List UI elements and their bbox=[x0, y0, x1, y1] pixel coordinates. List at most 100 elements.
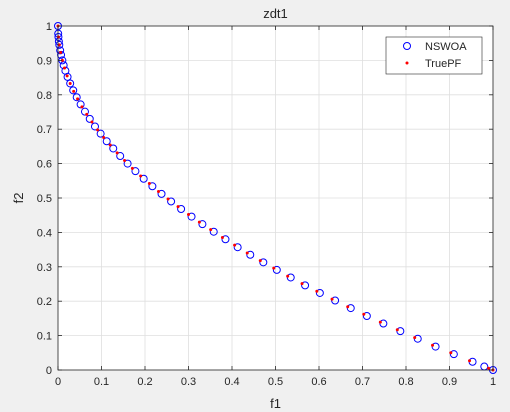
truepf-point bbox=[68, 81, 72, 85]
truepf-point bbox=[362, 312, 366, 316]
truepf-point bbox=[166, 197, 170, 201]
nswoa-point bbox=[96, 129, 105, 138]
y-tick-label: 0.8 bbox=[37, 90, 52, 102]
nswoa-point bbox=[139, 174, 148, 183]
truepf-point bbox=[123, 159, 127, 163]
truepf-point bbox=[108, 143, 112, 147]
truepf-point bbox=[233, 243, 237, 247]
nswoa-point bbox=[116, 152, 125, 161]
nswoa-point bbox=[69, 86, 78, 95]
nswoa-point bbox=[54, 33, 63, 42]
truepf-point bbox=[147, 182, 151, 186]
truepf-point bbox=[413, 336, 417, 340]
truepf-point bbox=[60, 58, 64, 62]
y-tick-label: 0.4 bbox=[37, 227, 52, 239]
x-tick-label: 0.8 bbox=[398, 376, 413, 388]
nswoa-point bbox=[233, 243, 242, 252]
nswoa-point bbox=[246, 250, 255, 259]
truepf-point bbox=[286, 274, 290, 278]
x-tick-label: 1 bbox=[490, 376, 496, 388]
truepf-point bbox=[315, 289, 319, 293]
truepf-point bbox=[90, 120, 94, 124]
y-tick-label: 0.2 bbox=[37, 296, 52, 308]
nswoa-point bbox=[167, 197, 176, 206]
y-tick-label: 0 bbox=[46, 365, 52, 377]
nswoa-point bbox=[301, 281, 310, 290]
truepf-point bbox=[115, 151, 119, 155]
y-tick-label: 0.7 bbox=[37, 124, 52, 136]
nswoa-point bbox=[102, 137, 111, 146]
nswoa-point bbox=[66, 79, 75, 88]
truepf-point bbox=[96, 128, 100, 132]
legend-box bbox=[385, 36, 483, 75]
truepf-point bbox=[487, 366, 491, 370]
y-axis-label: f2 bbox=[11, 193, 26, 204]
truepf-point bbox=[220, 236, 224, 240]
x-tick-label: 0.1 bbox=[94, 376, 109, 388]
x-tick-label: 0.6 bbox=[311, 376, 326, 388]
nswoa-point bbox=[157, 189, 166, 198]
x-axis-label: f1 bbox=[270, 396, 281, 411]
y-tick-label: 0.1 bbox=[37, 331, 52, 343]
truepf-point bbox=[300, 282, 304, 286]
legend-marker-truepf bbox=[405, 61, 409, 65]
y-tick-label: 1 bbox=[46, 21, 52, 33]
truepf-point bbox=[130, 166, 134, 170]
legend-label-truepf: TruePF bbox=[425, 58, 462, 70]
nswoa-point bbox=[272, 265, 281, 274]
truepf-point bbox=[56, 35, 60, 39]
nswoa-point bbox=[209, 227, 218, 236]
nswoa-point bbox=[123, 159, 132, 168]
truepf-point bbox=[187, 213, 190, 217]
truepf-point bbox=[395, 328, 399, 332]
truepf-point bbox=[85, 112, 89, 116]
x-tick-label: 0.4 bbox=[224, 376, 239, 388]
nswoa-point bbox=[109, 144, 118, 153]
truepf-point bbox=[80, 105, 84, 109]
truepf-point bbox=[258, 259, 262, 263]
ticks: 0 0.1 0.2 0.3 0.4 0.5 0.6 0.7 0.8 0.9 1 0 0.1 0.2 0.3 0… bbox=[37, 21, 496, 388]
nswoa-point bbox=[55, 40, 64, 49]
x-tick-label: 0.2 bbox=[137, 376, 152, 388]
x-tick-label: 0.3 bbox=[181, 376, 196, 388]
nswoa-point bbox=[177, 205, 186, 214]
truepf-point bbox=[72, 89, 76, 93]
truepf-point bbox=[449, 351, 453, 355]
truepf-point bbox=[63, 66, 67, 70]
truepf-point bbox=[197, 220, 201, 224]
truepf-point bbox=[272, 266, 276, 270]
nswoa-point bbox=[362, 311, 371, 320]
y-tick-label: 0.5 bbox=[37, 193, 52, 205]
truepf-point bbox=[346, 305, 350, 309]
nswoa-point bbox=[148, 182, 157, 191]
nswoa-point bbox=[131, 167, 140, 176]
y-tick-label: 0.3 bbox=[37, 262, 52, 274]
nswoa-point bbox=[56, 46, 65, 55]
truepf-point bbox=[431, 343, 435, 347]
truepf-point bbox=[245, 251, 249, 255]
legend: NSWOA TruePF bbox=[385, 36, 483, 75]
nswoa-point bbox=[90, 122, 99, 131]
truepf-point bbox=[378, 320, 382, 324]
truepf-point bbox=[65, 74, 69, 78]
plot-area bbox=[54, 22, 497, 374]
truepf-point bbox=[209, 228, 213, 232]
legend-marker-nswoa bbox=[403, 42, 411, 50]
truepf-point bbox=[59, 50, 63, 54]
truepf-point bbox=[176, 205, 180, 209]
nswoa-point bbox=[187, 212, 196, 221]
x-tick-label: 0 bbox=[55, 376, 61, 388]
x-tick-label: 0.7 bbox=[355, 376, 370, 388]
nswoa-point bbox=[63, 72, 72, 81]
nswoa-point bbox=[85, 114, 94, 123]
truepf-point bbox=[156, 189, 160, 193]
legend-label-nswoa: NSWOA bbox=[425, 41, 467, 53]
truepf-point bbox=[102, 135, 106, 139]
x-tick-label: 0.5 bbox=[268, 376, 283, 388]
chart-title: zdt1 bbox=[263, 6, 288, 21]
x-tick-label: 0.9 bbox=[442, 376, 457, 388]
truepf-point bbox=[139, 174, 143, 178]
nswoa-point bbox=[72, 93, 81, 102]
nswoa-point bbox=[198, 220, 207, 229]
